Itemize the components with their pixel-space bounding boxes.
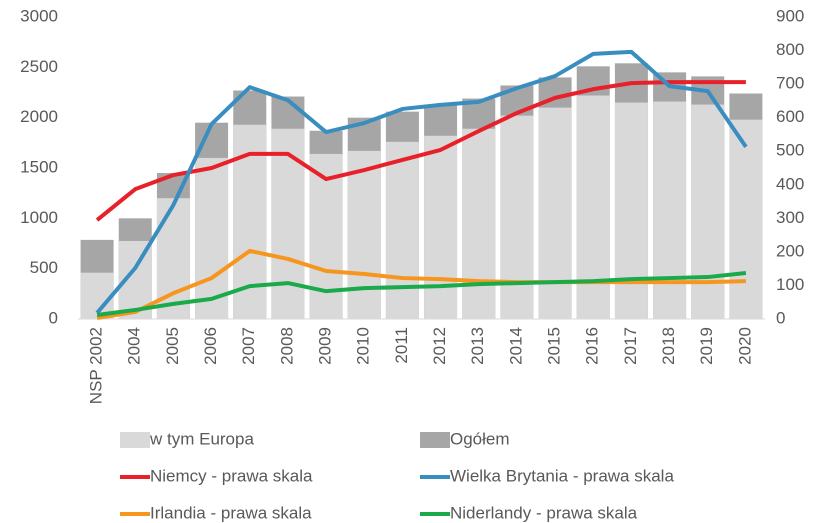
legend-label: w tym Europa bbox=[149, 429, 254, 448]
x-tick-label: 2013 bbox=[468, 327, 487, 365]
y2-tick-label: 400 bbox=[776, 174, 804, 193]
bar bbox=[347, 150, 381, 319]
y2-tick-label: 600 bbox=[776, 107, 804, 126]
bar bbox=[424, 135, 458, 319]
legend-label: Wielka Brytania - prawa skala bbox=[450, 466, 674, 485]
x-tick-label: 2011 bbox=[392, 327, 411, 364]
y2-tick-label: 800 bbox=[776, 40, 804, 59]
x-tick-label: 2006 bbox=[201, 327, 220, 365]
y2-tick-label: 0 bbox=[776, 308, 785, 327]
y-tick-label: 2500 bbox=[20, 57, 58, 76]
line bbox=[96, 248, 746, 320]
bar bbox=[462, 128, 496, 319]
legend-label: Niderlandy - prawa skala bbox=[450, 503, 638, 522]
y-tick-label: 2000 bbox=[20, 107, 58, 126]
y2-tick-label: 300 bbox=[776, 208, 804, 227]
y2-tick-label: 100 bbox=[776, 275, 804, 294]
x-tick-label: 2019 bbox=[697, 327, 716, 365]
bar bbox=[729, 119, 763, 320]
x-tick-label: NSP 2002 bbox=[87, 327, 106, 404]
x-tick-label: 2009 bbox=[316, 327, 335, 365]
x-tick-label: 2012 bbox=[430, 327, 449, 365]
x-tick-label: 2020 bbox=[735, 327, 754, 365]
x-tick-label: 2018 bbox=[659, 327, 678, 365]
x-tick-label: 2007 bbox=[239, 327, 258, 365]
y-tick-label: 0 bbox=[49, 308, 58, 327]
x-tick-label: 2005 bbox=[163, 327, 182, 365]
y2-tick-label: 700 bbox=[776, 74, 804, 93]
y-tick-label: 1500 bbox=[20, 157, 58, 176]
x-tick-label: 2016 bbox=[583, 327, 602, 365]
x-tick-label: 2015 bbox=[545, 327, 564, 365]
y2-tick-label: 500 bbox=[776, 141, 804, 160]
bar bbox=[576, 95, 610, 320]
bar bbox=[614, 102, 648, 319]
bar bbox=[195, 157, 229, 319]
x-tick-label: 2014 bbox=[506, 327, 525, 365]
y-tick-label: 1000 bbox=[20, 208, 58, 227]
bar bbox=[271, 128, 305, 319]
bar bbox=[653, 101, 687, 319]
y2-tick-label: 900 bbox=[776, 6, 804, 25]
x-tick-label: 2017 bbox=[621, 327, 640, 365]
legend-swatch bbox=[120, 432, 150, 448]
x-tick-label: 2010 bbox=[354, 327, 373, 365]
y-tick-label: 500 bbox=[30, 258, 58, 277]
bar bbox=[385, 141, 419, 319]
line bbox=[95, 49, 748, 315]
line bbox=[95, 80, 746, 222]
bar bbox=[691, 104, 725, 319]
legend-swatch bbox=[420, 432, 450, 448]
legend-label: Ogółem bbox=[450, 429, 510, 448]
legend-label: Niemcy - prawa skala bbox=[150, 466, 313, 485]
y2-tick-label: 200 bbox=[776, 241, 804, 260]
legend-label: Irlandia - prawa skala bbox=[150, 503, 312, 522]
y-tick-label: 3000 bbox=[20, 6, 58, 25]
bar bbox=[500, 115, 534, 319]
x-tick-label: 2004 bbox=[125, 327, 144, 365]
line bbox=[96, 271, 747, 317]
x-tick-label: 2008 bbox=[277, 327, 296, 365]
bar bbox=[538, 107, 572, 319]
